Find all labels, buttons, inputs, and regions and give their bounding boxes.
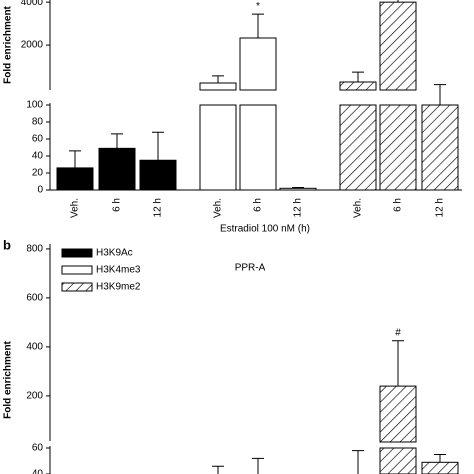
- x-tick-label: 12 h: [435, 198, 446, 217]
- legend-swatch: [61, 248, 93, 258]
- bar: [199, 104, 237, 191]
- y-tick-label: 4000: [21, 0, 44, 8]
- x-tick-label: 6 h: [253, 198, 264, 212]
- bar: [199, 82, 237, 91]
- significance-marker: #: [395, 327, 401, 338]
- y-tick-label: 60: [32, 443, 44, 454]
- x-axis-label: Estradiol 100 nM (h): [220, 224, 310, 235]
- bar: [279, 187, 317, 191]
- y-tick-label: 200: [26, 391, 43, 402]
- error-bar: [212, 75, 224, 83]
- x-tick-label: 6 h: [393, 198, 404, 212]
- x-tick-label: Veh.: [70, 198, 81, 218]
- chart-title: PPR-A: [235, 263, 266, 274]
- y-tick-label: 400: [26, 342, 43, 353]
- error-bar: [434, 84, 446, 105]
- bar: [379, 104, 417, 191]
- y-tick-label: 40: [32, 469, 44, 474]
- error-bar: [352, 71, 364, 82]
- y-tick-label: 600: [26, 293, 43, 304]
- bar: [239, 37, 277, 91]
- bar: [98, 147, 136, 191]
- error-bar: [111, 133, 123, 149]
- legend-label: H3K9me2: [96, 282, 141, 293]
- error-bar: [252, 457, 264, 474]
- bar: [339, 81, 377, 91]
- error-bar: [292, 186, 304, 189]
- bar: [379, 385, 417, 443]
- x-tick-label: 6 h: [112, 198, 123, 212]
- x-tick-label: Veh.: [213, 198, 224, 218]
- significance-marker: *: [256, 1, 260, 12]
- error-bar: [69, 150, 81, 168]
- error-bar: [252, 13, 264, 38]
- y-axis-label: Fold enrichment: [3, 5, 14, 83]
- y-tick-label: 100: [26, 100, 43, 111]
- error-bar: [352, 450, 364, 474]
- error-bar: [152, 131, 164, 161]
- x-tick-label: 12 h: [293, 198, 304, 217]
- y-tick-label: 20: [32, 168, 44, 179]
- y-tick-label: 0: [37, 185, 43, 196]
- x-tick-label: 12 h: [153, 198, 164, 217]
- y-tick-label: 40: [32, 151, 44, 162]
- panel-label: b: [3, 237, 11, 252]
- legend-label: H3K9Ac: [96, 248, 133, 259]
- error-bar: [392, 340, 404, 387]
- error-bar: [212, 465, 224, 474]
- legend-label: H3K4me3: [96, 265, 141, 276]
- bar: [421, 461, 459, 474]
- bar: [379, 1, 417, 91]
- bar: [339, 104, 377, 191]
- bar: [239, 104, 277, 191]
- x-tick-label: Veh.: [353, 198, 364, 218]
- bar: [379, 447, 417, 474]
- y-tick-label: 60: [32, 134, 44, 145]
- bar: [139, 159, 177, 191]
- y-tick-label: 800: [26, 244, 43, 255]
- error-bar: [434, 454, 446, 463]
- legend-swatch: [61, 282, 93, 292]
- bar: [421, 104, 459, 191]
- y-tick-label: 2000: [21, 40, 44, 51]
- bar: [56, 167, 94, 191]
- y-tick-label: 80: [32, 117, 44, 128]
- legend-swatch: [61, 265, 93, 275]
- y-axis-label: Fold enrichment: [3, 340, 14, 418]
